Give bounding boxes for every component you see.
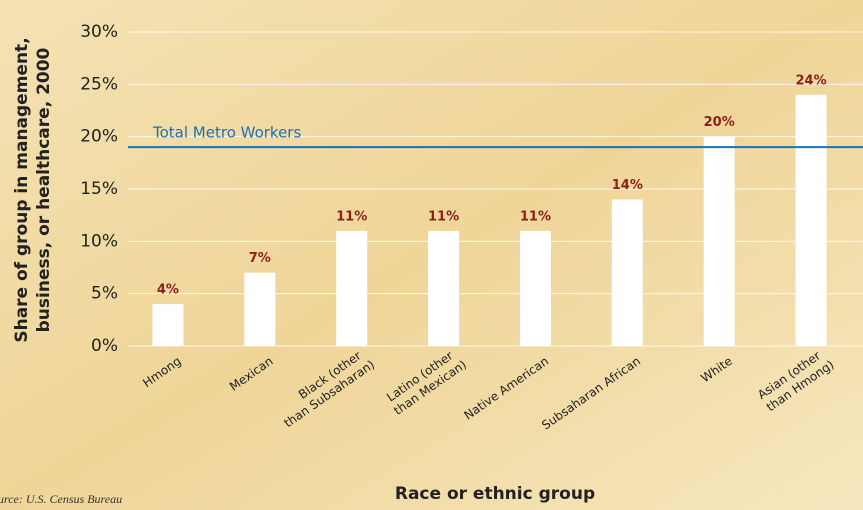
bar <box>796 95 827 346</box>
value-label: 7% <box>249 251 271 266</box>
x-axis-title: Race or ethnic group <box>395 484 595 504</box>
value-label: 4% <box>157 283 179 298</box>
bar <box>152 304 183 346</box>
value-label: 20% <box>704 115 735 130</box>
bar <box>520 231 551 346</box>
value-label: 11% <box>520 209 551 224</box>
y-tick-label: 5% <box>91 284 118 304</box>
y-axis-title-line: business, or healthcare, 2000 <box>34 47 54 332</box>
bar <box>336 231 367 346</box>
y-tick-label: 15% <box>80 179 118 199</box>
y-tick-label: 25% <box>80 74 118 94</box>
bar <box>612 199 643 346</box>
source: Source: U.S. Census Bureau <box>0 492 122 506</box>
bar <box>244 273 275 346</box>
y-tick-label: 30% <box>80 22 118 42</box>
y-axis-title-line: Share of group in management, <box>12 37 32 342</box>
value-label: 24% <box>796 73 827 88</box>
bar <box>428 231 459 346</box>
value-label: 14% <box>612 178 643 193</box>
y-tick-label: 20% <box>80 127 118 147</box>
reference-label: Total Metro Workers <box>152 124 301 142</box>
chart: Share of group in management, business, … <box>0 0 863 510</box>
y-tick-label: 10% <box>80 231 118 251</box>
value-label: 11% <box>336 209 367 224</box>
y-tick-label: 0% <box>91 336 118 356</box>
bar <box>704 137 735 346</box>
value-label: 11% <box>428 209 459 224</box>
